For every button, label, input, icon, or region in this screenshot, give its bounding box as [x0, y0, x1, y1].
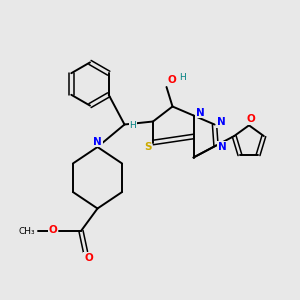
- Text: N: N: [93, 136, 102, 147]
- Text: O: O: [48, 225, 57, 235]
- Text: O: O: [167, 75, 176, 85]
- Text: N: N: [217, 117, 226, 127]
- Text: O: O: [84, 253, 93, 263]
- Text: CH₃: CH₃: [19, 226, 36, 236]
- Text: N: N: [218, 142, 227, 152]
- Text: S: S: [144, 142, 152, 152]
- Text: H: H: [130, 122, 136, 130]
- Text: O: O: [246, 114, 255, 124]
- Text: H: H: [179, 73, 185, 82]
- Text: N: N: [196, 107, 205, 118]
